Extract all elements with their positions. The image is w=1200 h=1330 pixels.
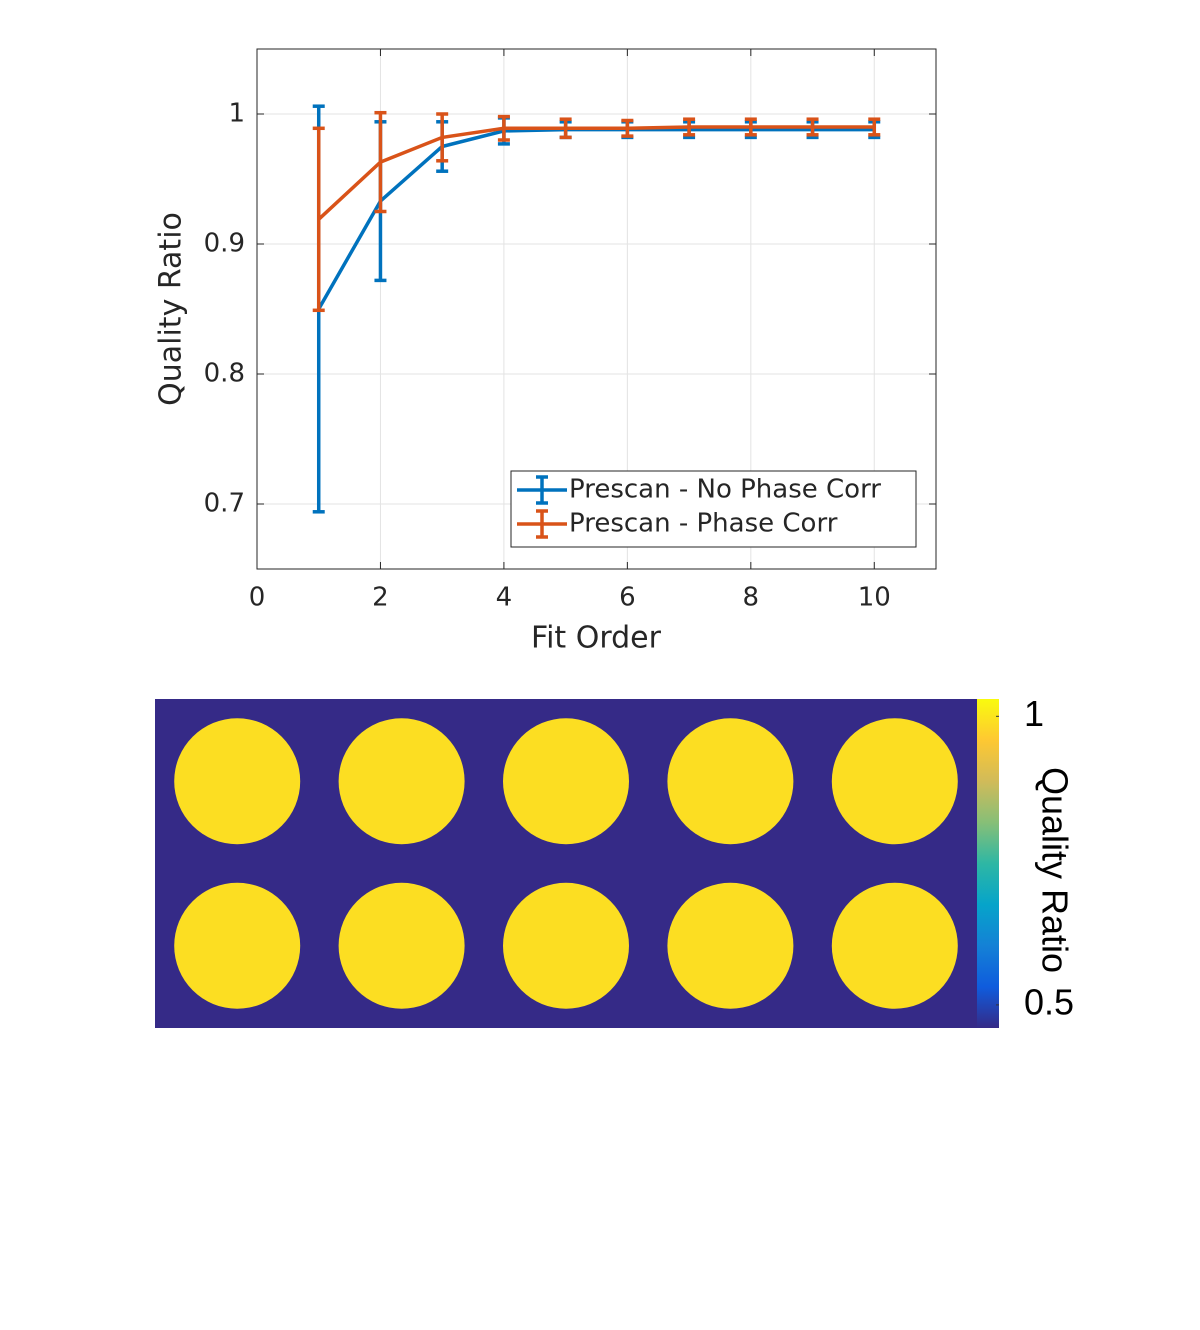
y-tick-label: 0.9 xyxy=(204,229,245,259)
x-tick-label: 10 xyxy=(858,583,891,613)
error-bar xyxy=(621,118,634,138)
x-tick-label: 8 xyxy=(743,583,760,613)
x-tick-label: 0 xyxy=(249,583,266,613)
colorbar-label: Quality Ratio xyxy=(1034,767,1075,973)
phantom xyxy=(831,882,958,1009)
colorbar-tick-label: 1 xyxy=(1024,693,1044,734)
phantom xyxy=(338,882,465,1009)
phantom xyxy=(174,718,301,845)
x-tick-label: 6 xyxy=(619,583,636,613)
error-bar xyxy=(683,117,696,137)
axes-box xyxy=(256,48,937,570)
x-axis-label: Fit Order xyxy=(531,621,662,656)
phantom xyxy=(503,718,629,845)
error-bar xyxy=(436,112,449,163)
phantom xyxy=(503,882,629,1009)
x-tick-label: 2 xyxy=(372,583,389,613)
y-tick-label: 1 xyxy=(228,99,245,129)
x-tick-label: 4 xyxy=(496,583,513,613)
error-bar xyxy=(806,117,819,137)
y-tick-label: 0.7 xyxy=(204,489,245,519)
error-bar xyxy=(744,117,757,137)
error-bar xyxy=(868,117,881,137)
series-line xyxy=(317,125,875,221)
error-bar xyxy=(312,126,325,313)
colorbar-tick-label: 0.5 xyxy=(1024,981,1074,1022)
phantom xyxy=(174,882,301,1009)
legend-box xyxy=(510,470,917,548)
error-bar xyxy=(559,117,572,140)
error-bar xyxy=(374,110,387,214)
legend-label: Prescan - No Phase Corr xyxy=(569,475,881,505)
phantom xyxy=(831,718,958,845)
phantom xyxy=(667,882,794,1009)
y-axis-label: Quality Ratio xyxy=(154,212,189,406)
error-bar xyxy=(497,114,510,142)
y-tick-label: 0.8 xyxy=(204,359,245,389)
colorbar xyxy=(977,699,999,1028)
phantom xyxy=(338,718,465,845)
phantom xyxy=(667,718,794,845)
legend-label: Prescan - Phase Corr xyxy=(569,509,838,539)
